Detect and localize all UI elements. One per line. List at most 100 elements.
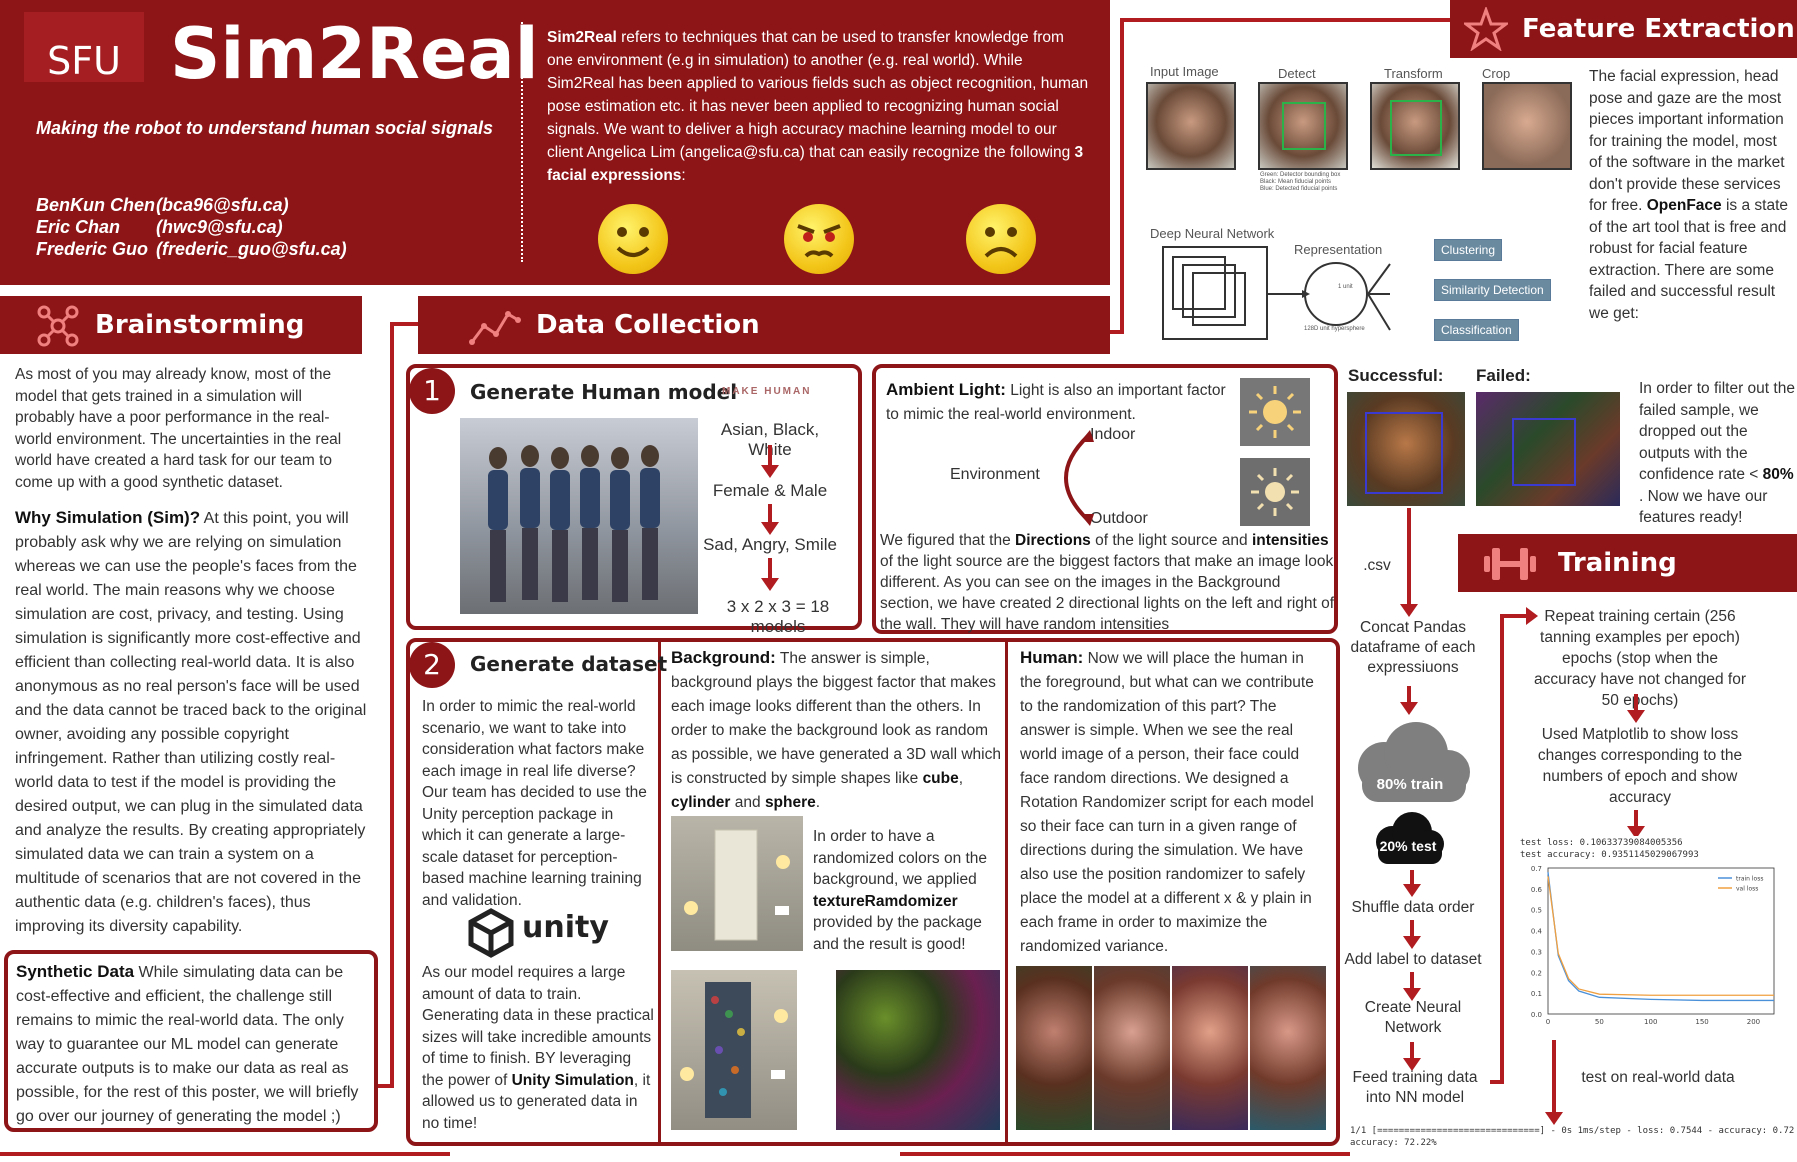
ambient-body-c: of the light source and bbox=[1090, 532, 1252, 549]
test-loss-readout: test loss: 0.10633739084005356 bbox=[1520, 838, 1683, 848]
panel-divider bbox=[1005, 640, 1008, 1144]
makehuman-logo: MAKE HUMAN bbox=[722, 386, 812, 397]
connector-line bbox=[1120, 18, 1124, 333]
connector-line bbox=[1500, 614, 1504, 1084]
flow-expression: Sad, Angry, Smile bbox=[703, 535, 837, 554]
hypersphere-label: 128D unit hypersphere bbox=[1304, 326, 1365, 332]
texture-randomizer-text: In order to have a randomized colors on … bbox=[813, 826, 1003, 955]
unity-logo: unity bbox=[460, 904, 640, 960]
ambient-title: Ambient Light: bbox=[886, 380, 1006, 399]
star-icon bbox=[1464, 7, 1508, 51]
texture-randomizer-name: textureRamdomizer bbox=[813, 892, 958, 910]
author-name: Eric Chan bbox=[36, 217, 121, 237]
background-and: and bbox=[730, 794, 765, 811]
author-email: (hwc9@sfu.ca) bbox=[156, 217, 283, 237]
rendered-face-2 bbox=[1094, 966, 1170, 1130]
rendered-face-1 bbox=[1016, 966, 1092, 1130]
data-collection-header: Data Collection bbox=[418, 296, 1110, 354]
dataset-body-a: As our model requires a large amount of … bbox=[422, 964, 654, 1089]
diagram-arrows bbox=[1266, 263, 1391, 331]
shape-cube: cube bbox=[922, 770, 959, 787]
training-step: test on real-world data bbox=[1581, 1069, 1735, 1086]
connector-line bbox=[392, 322, 418, 326]
y-tick-label: 0.2 bbox=[1531, 969, 1542, 977]
author-email: (frederic_guo@sfu.ca) bbox=[156, 239, 347, 259]
console-output-2: accuracy: 72.22% bbox=[1350, 1138, 1437, 1148]
filter-threshold: 80% bbox=[1762, 466, 1794, 483]
unity-simulation: Unity Simulation bbox=[511, 1071, 634, 1089]
training-header: Training bbox=[1458, 534, 1797, 592]
pipeline-arrow bbox=[1410, 920, 1414, 938]
step-number: 2 bbox=[409, 642, 455, 688]
unity-wordmark: unity bbox=[522, 910, 609, 945]
pipeline-arrow-head bbox=[1403, 936, 1421, 949]
pipeline-arrow-head bbox=[1403, 884, 1421, 897]
colored-wall-image bbox=[671, 970, 797, 1130]
connector-line bbox=[1110, 330, 1124, 334]
diagram-legend: Green: Detector bounding box Black: Mean… bbox=[1260, 172, 1340, 193]
author-name: BenKun Chen bbox=[36, 195, 155, 215]
x-tick-label: 100 bbox=[1644, 1018, 1657, 1026]
indoor-label: Indoor bbox=[1090, 426, 1136, 443]
shape-cylinder: cylinder bbox=[671, 794, 731, 811]
test-label: 20% test bbox=[1379, 838, 1437, 854]
dumbbell-icon bbox=[1484, 548, 1536, 580]
footer-line bbox=[0, 1152, 450, 1156]
train-label: 80% train bbox=[1376, 776, 1444, 793]
y-tick-label: 0.1 bbox=[1531, 990, 1542, 998]
sfu-logo: SFU bbox=[24, 12, 144, 83]
series-line-val-loss bbox=[1547, 876, 1774, 996]
synthetic-data-body: While simulating data can be cost-effect… bbox=[16, 964, 359, 1125]
background-title: Background: bbox=[671, 648, 776, 667]
dataset-body-c: , it allowed us to generated data in no … bbox=[422, 1071, 651, 1132]
ambient-body-a: We figured that the bbox=[880, 532, 1015, 549]
brainstorming-header: Brainstorming bbox=[0, 296, 362, 354]
background-body: The answer is simple, background plays t… bbox=[671, 650, 1001, 787]
step-title: Generate dataset bbox=[470, 652, 668, 676]
poster-subtitle: Making the robot to understand human soc… bbox=[36, 118, 494, 138]
pipeline-arrow bbox=[1407, 508, 1411, 608]
pipeline-arrow bbox=[1410, 870, 1414, 886]
x-tick-label: 0 bbox=[1546, 1018, 1550, 1026]
ambient-body: We figured that the Directions of the li… bbox=[880, 530, 1336, 635]
plot-frame bbox=[1547, 867, 1775, 1015]
legend-entry: Black: Mean fiducial points bbox=[1260, 179, 1332, 185]
console-output-1: 1/1 [==============================] - 0… bbox=[1350, 1126, 1795, 1136]
why-simulation-title: Why Simulation (Sim)? bbox=[15, 508, 201, 527]
ambient-intro: Ambient Light: Light is also an importan… bbox=[886, 378, 1236, 427]
training-arrow-head bbox=[1545, 1112, 1563, 1125]
grey-wall-image bbox=[671, 816, 803, 951]
pipeline-arrow-head bbox=[1400, 604, 1418, 617]
x-tick-label: 200 bbox=[1747, 1018, 1760, 1026]
flow-arrow-head bbox=[761, 578, 779, 591]
pipeline-step: Shuffle data order bbox=[1351, 899, 1475, 916]
output-similarity: Similarity Detection bbox=[1434, 279, 1551, 301]
intro-bold-2: 3 facial expressions bbox=[547, 144, 1084, 184]
pipeline-arrow bbox=[1410, 972, 1414, 990]
human-models-image bbox=[460, 418, 698, 614]
feature-extraction-text: The facial expression, head pose and gaz… bbox=[1589, 66, 1793, 324]
author-email: (bca96@sfu.ca) bbox=[156, 195, 289, 215]
brainstorming-title: Brainstorming bbox=[95, 310, 305, 340]
flow-gender: Female & Male bbox=[712, 481, 828, 500]
human-body: Now we will place the human in the foreg… bbox=[1020, 650, 1314, 955]
successful-label: Successful: bbox=[1348, 366, 1444, 385]
pipeline-arrow-head bbox=[1403, 988, 1421, 1001]
why-simulation: Why Simulation (Sim)? At this point, you… bbox=[15, 506, 373, 939]
ambient-intro-body: Light is also an important factor to mim… bbox=[886, 382, 1226, 423]
footer-line bbox=[900, 1152, 1350, 1156]
sun-icon bbox=[1240, 458, 1310, 526]
line-chart-icon bbox=[469, 311, 521, 345]
step-title: Generate Human model bbox=[470, 380, 738, 404]
test-accuracy-readout: test accuracy: 0.9351145029067993 bbox=[1520, 850, 1699, 860]
input-face-image bbox=[1146, 82, 1236, 170]
intro-bold: Sim2Real bbox=[547, 29, 617, 46]
pipeline-arrow-head bbox=[1400, 702, 1418, 715]
rendered-face-4 bbox=[1250, 966, 1326, 1130]
training-arrow-head bbox=[1627, 710, 1645, 723]
flow-arrow-head bbox=[761, 522, 779, 535]
rendered-face-3 bbox=[1172, 966, 1248, 1130]
header-banner bbox=[0, 0, 1110, 285]
filter-text: In order to filter out the failed sample… bbox=[1639, 378, 1795, 529]
filter-body-c: . Now we have our features ready! bbox=[1639, 487, 1768, 527]
